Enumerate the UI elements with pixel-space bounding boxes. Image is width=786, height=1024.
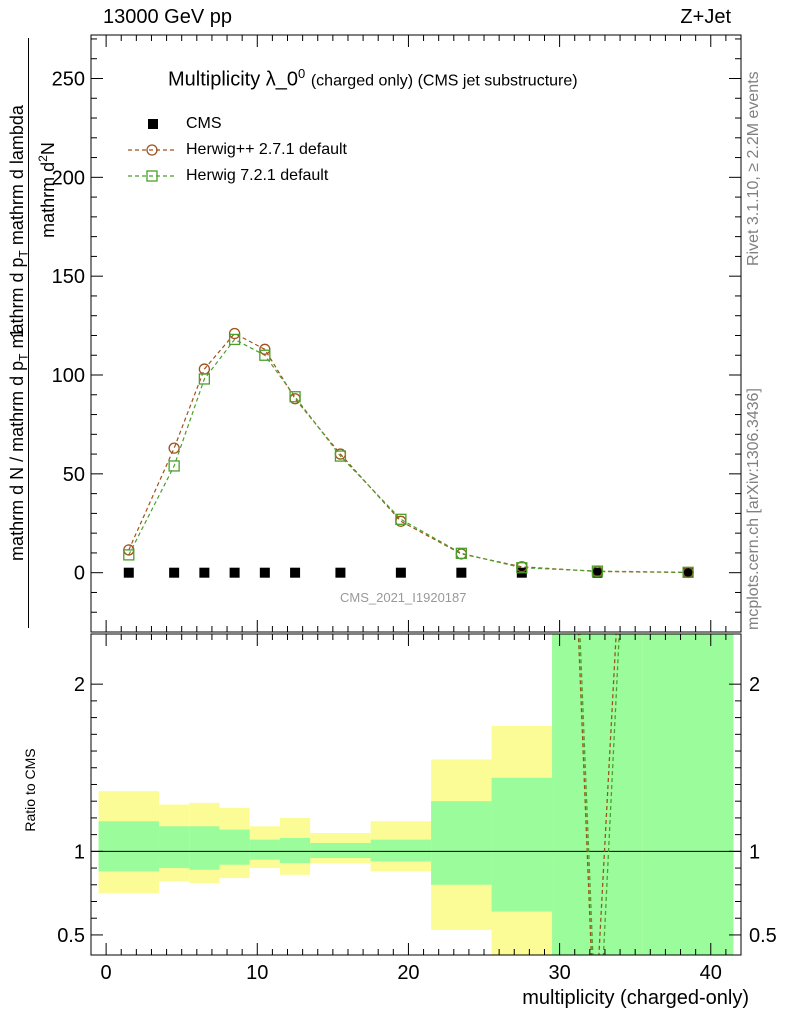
main-frame — [90, 34, 742, 633]
side-label-bottom: mcplots.cern.ch [arXiv:1306.3436] — [745, 388, 762, 630]
data-point-herwig7 — [289, 391, 301, 403]
uncertainty-band-inner — [159, 826, 190, 869]
x-tick-label: 0 — [101, 962, 112, 984]
ratio-y-tick-label-right: 2 — [749, 674, 760, 696]
y-tick-label: 200 — [52, 167, 85, 189]
y-tick-label: 100 — [52, 365, 85, 387]
y-tick-label: 0 — [74, 563, 85, 585]
data-point-herwig7 — [455, 547, 467, 559]
data-point-herwig7 — [516, 562, 528, 574]
y-label-upper-numerator: mathrm d2N — [36, 142, 58, 238]
x-axis-label: multiplicity (charged-only) — [522, 987, 749, 1009]
data-point-herwigpp — [168, 442, 180, 454]
chart-title-sub: (charged only) (CMS jet substructure) — [310, 72, 578, 90]
legend-label-herwig7: Herwig 7.2.1 default — [186, 167, 329, 184]
data-point-herwig7 — [168, 460, 180, 472]
header-left: 13000 GeV pp — [103, 6, 232, 28]
data-point-cms — [683, 567, 694, 578]
chart-title-sup: 0 — [298, 66, 306, 81]
data-point-cms — [456, 567, 467, 578]
ratio-y-tick-label: 1 — [74, 841, 85, 863]
data-point-herwig7 — [395, 513, 407, 525]
data-point-cms — [290, 567, 301, 578]
data-point-cms — [259, 567, 270, 578]
x-tick-label: 40 — [700, 962, 722, 984]
watermark: CMS_2021_I1920187 — [340, 590, 467, 605]
ratio-panel: 0.5 0.51 12 20 10 20 30 40 — [57, 633, 777, 984]
ratio-frame — [90, 633, 742, 956]
data-point-herwigpp — [228, 327, 241, 340]
data-point-herwig7 — [123, 549, 135, 561]
y-tick-label: 150 — [52, 266, 85, 288]
y-tick-label: 250 — [52, 68, 85, 90]
uncertainty-band-inner — [370, 839, 432, 862]
legend-marker-herwig7 — [146, 170, 158, 182]
ratio-y-tick-label: 0.5 — [57, 925, 85, 947]
header-right: Z+Jet — [680, 6, 731, 28]
uncertainty-band-inner — [642, 634, 734, 955]
ratio-mc-line — [602, 634, 620, 955]
main-panel: 0 50 100 150 200 250 — [52, 34, 742, 633]
ratio-mc-line — [598, 634, 617, 955]
data-point-cms — [199, 567, 210, 578]
series-line-herwigpp — [128, 332, 689, 574]
ratio-y-label: Ratio to CMS — [22, 748, 38, 832]
data-point-cms — [123, 567, 134, 578]
data-point-cms — [169, 567, 180, 578]
chart-title-main: Multiplicity λ_0 — [168, 68, 299, 91]
data-point-herwig7 — [591, 565, 604, 577]
data-point-cms — [592, 567, 603, 578]
data-point-herwigpp — [259, 343, 271, 355]
data-point-herwig7 — [334, 450, 347, 462]
x-tick-label: 30 — [548, 962, 570, 984]
data-point-cms — [335, 567, 346, 578]
ratio-y-tick-label: 2 — [74, 674, 85, 696]
data-point-herwig7 — [198, 373, 211, 385]
ratio-mc-line — [579, 634, 594, 955]
data-point-herwig7 — [259, 349, 271, 361]
y-label-denominator-text: mathrm d N / mathrm d pT mathrm d pT mat… — [7, 105, 31, 561]
legend-marker-cms — [148, 119, 158, 129]
uncertainty-band-inner — [491, 777, 553, 912]
ratio-y-tick-label-right: 1 — [749, 841, 760, 863]
y-tick-label: 50 — [63, 464, 85, 486]
legend-marker-herwigpp — [146, 144, 158, 156]
data-point-herwig7 — [682, 566, 694, 578]
data-point-cms — [395, 567, 406, 578]
uncertainty-band-inner — [431, 801, 492, 885]
data-point-cms — [229, 567, 240, 578]
legend-label-cms: CMS — [186, 115, 222, 132]
uncertainty-band-inner — [189, 826, 220, 870]
side-label-top: Rivet 3.1.10, ≥ 2.2M events — [745, 71, 762, 266]
ratio-y-tick-label-right: 0.5 — [749, 925, 777, 947]
chart-title: Multiplicity λ_00 (charged only) (CMS je… — [168, 66, 578, 92]
legend-label-herwigpp: Herwig++ 2.7.1 default — [186, 141, 347, 158]
uncertainty-band-inner — [219, 829, 250, 865]
uncertainty-band-inner — [310, 842, 371, 859]
uncertainty-band-inner — [552, 634, 643, 955]
ratio-mc-line — [577, 634, 592, 955]
series-line-herwig7 — [128, 338, 689, 573]
uncertainty-band-inner — [98, 821, 160, 872]
uncertainty-band-inner — [249, 839, 280, 860]
x-tick-label: 10 — [246, 962, 268, 984]
ratio-content — [91, 634, 741, 955]
data-point-herwig7 — [228, 333, 241, 346]
x-tick-label: 20 — [397, 962, 419, 984]
uncertainty-band-inner — [279, 837, 311, 864]
